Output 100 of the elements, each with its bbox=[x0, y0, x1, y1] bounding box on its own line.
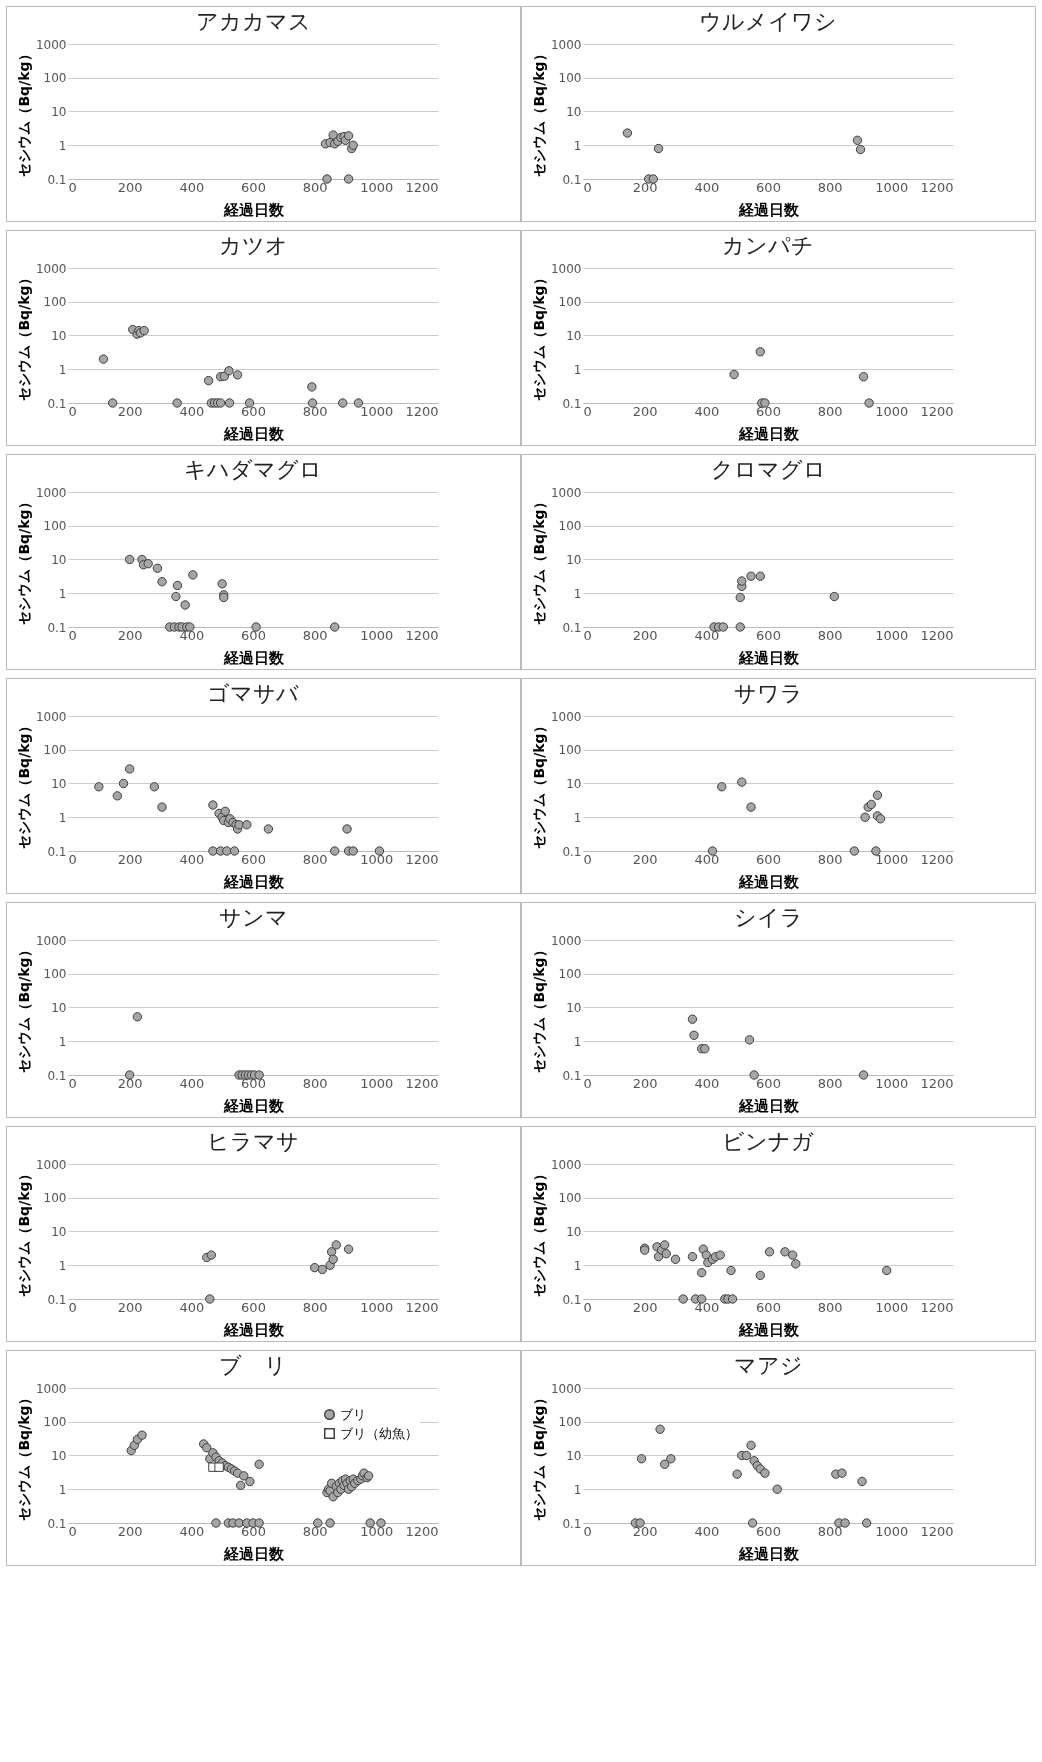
x-tick-label: 1200 bbox=[920, 627, 954, 643]
x-tick-label: 1000 bbox=[875, 1523, 909, 1539]
x-tick-label: 1000 bbox=[875, 851, 909, 867]
y-axis-title: セシウム（Bq/kg） bbox=[530, 271, 547, 401]
x-tick-label: 0 bbox=[583, 1523, 592, 1539]
legend-label: ブリ（幼魚） bbox=[340, 1425, 418, 1441]
y-axis-title: セシウム（Bq/kg） bbox=[15, 47, 32, 177]
x-tick-label: 800 bbox=[302, 1075, 328, 1091]
y-tick-label: 100 bbox=[43, 519, 67, 534]
x-tick-label: 400 bbox=[179, 851, 205, 867]
x-tick-label: 800 bbox=[817, 179, 843, 195]
chart-title: ビンナガ bbox=[722, 1129, 814, 1154]
x-tick-label: 400 bbox=[694, 1075, 720, 1091]
y-tick-label: 1000 bbox=[35, 1157, 67, 1172]
x-axis-title: 経過日数 bbox=[222, 1320, 285, 1339]
y-tick-label: 10 bbox=[51, 105, 67, 119]
x-tick-label: 800 bbox=[817, 627, 843, 643]
x-tick-label: 0 bbox=[583, 627, 592, 643]
y-tick-label: 0.1 bbox=[47, 620, 67, 635]
x-tick-label: 600 bbox=[241, 627, 266, 643]
y-tick-label: 0.1 bbox=[47, 1292, 67, 1307]
x-axis-title: 経過日数 bbox=[222, 200, 285, 219]
x-tick-label: 800 bbox=[817, 403, 843, 419]
y-tick-label: 0.1 bbox=[562, 844, 582, 859]
x-tick-label: 1000 bbox=[360, 403, 394, 419]
x-tick-label: 600 bbox=[241, 403, 266, 419]
x-tick-label: 0 bbox=[68, 403, 77, 419]
y-tick-label: 0.1 bbox=[47, 1068, 67, 1083]
y-tick-label: 1000 bbox=[35, 1381, 67, 1396]
y-axis-title: セシウム（Bq/kg） bbox=[530, 943, 547, 1073]
y-tick-label: 1000 bbox=[550, 1381, 582, 1396]
y-tick-label: 0.1 bbox=[47, 172, 67, 187]
y-tick-label: 10 bbox=[51, 777, 67, 791]
x-tick-label: 200 bbox=[117, 627, 143, 643]
x-tick-label: 0 bbox=[68, 627, 77, 643]
y-tick-label: 1000 bbox=[550, 261, 582, 276]
x-tick-label: 600 bbox=[241, 179, 266, 195]
chart-title: カツオ bbox=[218, 233, 288, 258]
x-tick-label: 800 bbox=[302, 851, 328, 867]
x-tick-label: 200 bbox=[117, 1075, 143, 1091]
y-axis-title: セシウム（Bq/kg） bbox=[15, 1391, 32, 1521]
x-tick-label: 200 bbox=[632, 851, 658, 867]
chart-title: サンマ bbox=[218, 905, 288, 930]
x-tick-label: 800 bbox=[302, 1523, 328, 1539]
y-axis-title: セシウム（Bq/kg） bbox=[530, 47, 547, 177]
y-tick-label: 100 bbox=[43, 743, 67, 758]
x-tick-label: 800 bbox=[302, 179, 328, 195]
x-tick-label: 600 bbox=[756, 1299, 781, 1315]
x-tick-label: 1000 bbox=[360, 179, 394, 195]
y-tick-label: 1 bbox=[58, 586, 67, 601]
x-tick-label: 1200 bbox=[920, 1075, 954, 1091]
x-axis-title: 経過日数 bbox=[737, 1544, 800, 1563]
x-tick-label: 1200 bbox=[405, 403, 439, 419]
x-tick-label: 1200 bbox=[920, 1523, 954, 1539]
y-tick-label: 10 bbox=[51, 553, 67, 567]
y-tick-label: 10 bbox=[566, 329, 582, 343]
x-tick-label: 400 bbox=[694, 403, 720, 419]
x-tick-label: 1000 bbox=[875, 179, 909, 195]
y-tick-label: 0.1 bbox=[562, 1516, 582, 1531]
y-tick-label: 10 bbox=[566, 1449, 582, 1463]
y-tick-label: 0.1 bbox=[562, 396, 582, 411]
x-tick-label: 600 bbox=[756, 851, 781, 867]
chart-title: アカカマス bbox=[195, 9, 311, 34]
y-tick-label: 100 bbox=[558, 967, 582, 982]
x-tick-label: 600 bbox=[241, 1075, 266, 1091]
x-tick-label: 400 bbox=[694, 1523, 720, 1539]
x-tick-label: 800 bbox=[817, 851, 843, 867]
x-tick-label: 800 bbox=[302, 1299, 328, 1315]
y-tick-label: 1000 bbox=[550, 37, 582, 52]
chart-title: シイラ bbox=[733, 905, 803, 930]
x-tick-label: 0 bbox=[583, 1075, 592, 1091]
x-tick-label: 0 bbox=[68, 179, 77, 195]
x-tick-label: 200 bbox=[632, 403, 658, 419]
x-tick-label: 200 bbox=[632, 179, 658, 195]
y-tick-label: 0.1 bbox=[47, 1516, 67, 1531]
x-axis-title: 経過日数 bbox=[222, 648, 285, 667]
x-tick-label: 600 bbox=[241, 1523, 266, 1539]
y-axis-title: セシウム（Bq/kg） bbox=[15, 1167, 32, 1297]
x-axis-title: 経過日数 bbox=[737, 200, 800, 219]
x-axis-title: 経過日数 bbox=[737, 424, 800, 443]
x-tick-label: 200 bbox=[117, 1299, 143, 1315]
y-axis-title: セシウム（Bq/kg） bbox=[15, 271, 32, 401]
x-tick-label: 1200 bbox=[405, 851, 439, 867]
y-tick-label: 10 bbox=[566, 1225, 582, 1239]
chart-title: ヒラマサ bbox=[207, 1129, 299, 1154]
x-axis-title: 経過日数 bbox=[737, 648, 800, 667]
y-tick-label: 1000 bbox=[35, 37, 67, 52]
x-tick-label: 400 bbox=[179, 1075, 205, 1091]
y-tick-label: 1 bbox=[58, 362, 67, 377]
x-tick-label: 200 bbox=[632, 1075, 658, 1091]
x-tick-label: 0 bbox=[68, 1523, 77, 1539]
x-tick-label: 400 bbox=[694, 851, 720, 867]
y-tick-label: 1 bbox=[58, 1034, 67, 1049]
y-axis-title: セシウム（Bq/kg） bbox=[15, 943, 32, 1073]
y-tick-label: 1000 bbox=[35, 933, 67, 948]
y-tick-label: 1000 bbox=[35, 261, 67, 276]
x-tick-label: 1200 bbox=[920, 1299, 954, 1315]
y-tick-label: 10 bbox=[51, 1225, 67, 1239]
x-tick-label: 400 bbox=[179, 179, 205, 195]
chart-title: ウルメイワシ bbox=[699, 9, 837, 34]
